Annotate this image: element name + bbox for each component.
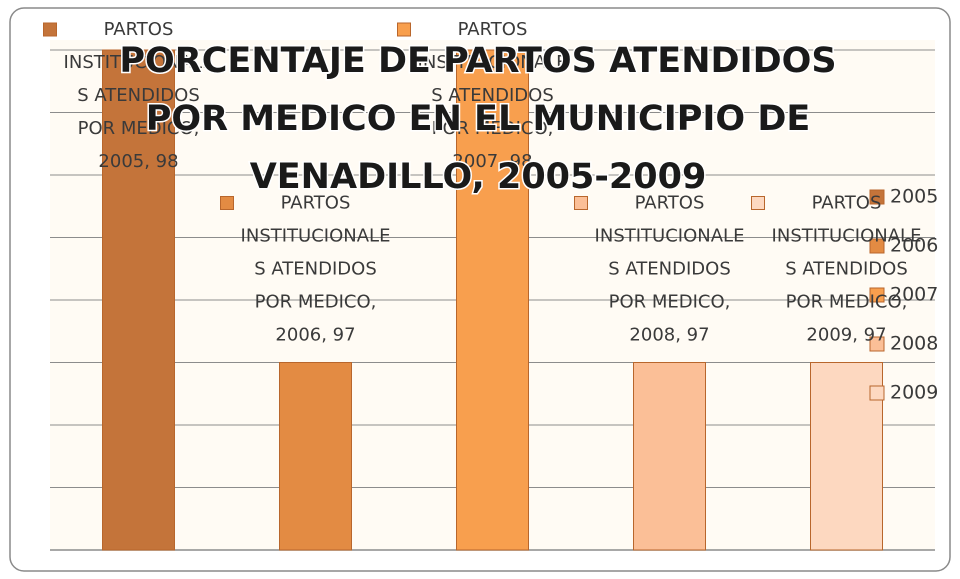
- legend-key: [869, 189, 885, 205]
- legend-label: 2005: [890, 186, 938, 208]
- data-label: PARTOS INSTITUCIONALE S ATENDIDOS POR MEDIC…: [241, 193, 391, 346]
- legend-key: [869, 287, 885, 303]
- data-label: PARTOS INSTITUCIONALE S ATENDIDOS POR MEDIC…: [595, 193, 745, 346]
- label-key: [220, 196, 234, 210]
- bar: [456, 49, 529, 551]
- legend-label: 2006: [890, 235, 938, 257]
- label-key: [397, 22, 411, 37]
- legend-label: 2009: [890, 382, 938, 404]
- data-label: PARTOS INSTITUCIONALE S ATENDIDOS POR MEDIC…: [418, 19, 568, 172]
- label-key: [43, 22, 57, 37]
- bar: [633, 362, 706, 551]
- legend-key: [869, 238, 885, 254]
- chart-title: PORCENTAJE DE PARTOS ATENDIDOS POR MEDICO…: [119, 41, 836, 197]
- legend-label: 2008: [890, 333, 938, 355]
- bar: [279, 362, 352, 551]
- data-label: PARTOS INSTITUCIONALE S ATENDIDOS POR MEDIC…: [64, 19, 214, 172]
- legend-label: 2007: [890, 284, 938, 306]
- legend-key: [869, 385, 885, 401]
- legend-key: [869, 336, 885, 352]
- bar: [102, 49, 175, 551]
- label-key: [574, 196, 588, 210]
- label-key: [751, 196, 765, 210]
- data-label: PARTOS INSTITUCIONALE S ATENDIDOS POR MEDIC…: [772, 193, 922, 346]
